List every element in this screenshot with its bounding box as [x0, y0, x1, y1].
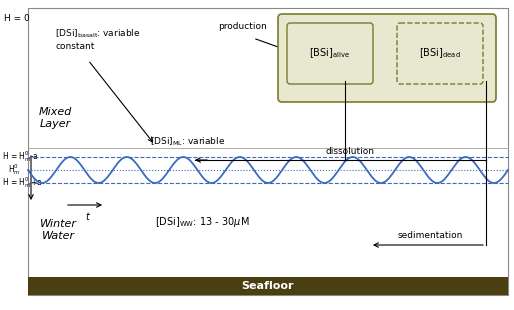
Text: Seafloor: Seafloor — [242, 281, 294, 291]
Text: production: production — [218, 22, 267, 31]
Text: Mixed
Layer: Mixed Layer — [39, 107, 71, 129]
Text: [DSi]$_{\rm ML}$: variable: [DSi]$_{\rm ML}$: variable — [150, 135, 225, 148]
Text: $t$: $t$ — [85, 210, 91, 222]
Bar — [28, 277, 508, 295]
Text: [BSi]$_{\rm dead}$: [BSi]$_{\rm dead}$ — [419, 46, 461, 60]
FancyBboxPatch shape — [278, 14, 496, 102]
FancyBboxPatch shape — [397, 23, 483, 84]
Text: H = H$^0_m$-a: H = H$^0_m$-a — [2, 149, 39, 164]
Text: [BSi]$_{\rm alive}$: [BSi]$_{\rm alive}$ — [309, 46, 351, 60]
Text: mortality: mortality — [364, 37, 406, 46]
Text: H = 0: H = 0 — [4, 14, 30, 23]
Text: dissolution: dissolution — [325, 147, 375, 156]
FancyBboxPatch shape — [287, 23, 373, 84]
Text: [DSi]$_{\rm WW}$: 13 - 30$\mu$M: [DSi]$_{\rm WW}$: 13 - 30$\mu$M — [155, 215, 249, 229]
Text: H$^0_m$: H$^0_m$ — [8, 162, 21, 177]
Text: sedimentation: sedimentation — [397, 231, 463, 240]
Text: [DSi]$_{\rm basalt}$: variable
constant: [DSi]$_{\rm basalt}$: variable constant — [55, 28, 140, 51]
Text: H = H$^0_m$+a: H = H$^0_m$+a — [2, 175, 43, 190]
Text: Winter
Water: Winter Water — [40, 219, 77, 241]
